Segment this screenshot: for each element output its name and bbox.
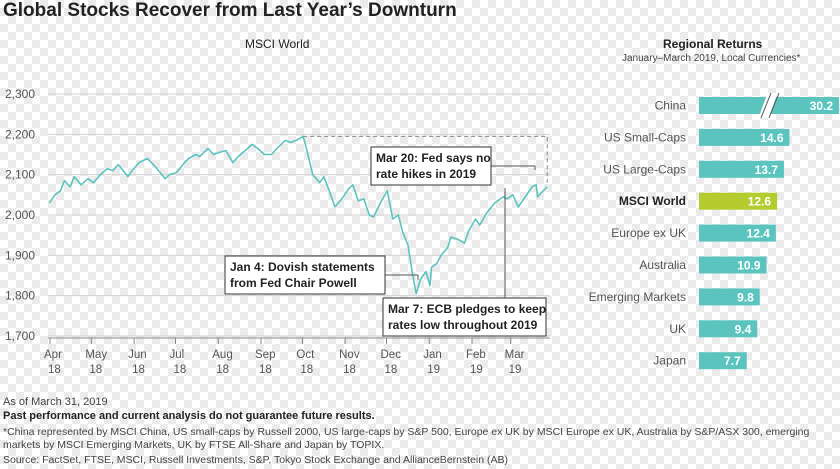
x-tick-year: 19 xyxy=(509,364,522,376)
footer-as-of: As of March 31, 2019 xyxy=(3,396,108,408)
x-tick-month: May xyxy=(85,349,107,361)
bar-category-label: Japan xyxy=(653,354,686,368)
annotation-text: rate hikes in 2019 xyxy=(376,167,476,181)
x-tick-month: Aug xyxy=(212,349,232,361)
annotation-text: from Fed Chair Powell xyxy=(230,276,357,290)
x-tick-month: Nov xyxy=(339,349,360,361)
annotation-text: rates low throughout 2019 xyxy=(388,318,538,332)
bar-category-label: China xyxy=(655,99,687,113)
x-tick-year: 19 xyxy=(470,364,483,376)
x-tick-year: 18 xyxy=(300,364,313,376)
reference-line-dashed xyxy=(303,135,548,183)
x-tick-month: Jun xyxy=(128,349,147,361)
line-chart-series xyxy=(48,135,548,295)
y-tick-label: 1,800 xyxy=(5,289,35,303)
bar-chart-subtitle: January–March 2019, Local Currencies* xyxy=(622,53,801,64)
x-tick-month: Mar xyxy=(505,349,525,361)
annotation-box xyxy=(224,255,386,295)
x-tick-month: Apr xyxy=(44,349,62,361)
annotation-box xyxy=(370,146,492,186)
line-chart-title: MSCI World xyxy=(245,37,310,51)
bar-value-label: 10.9 xyxy=(737,259,761,273)
y-tick-label: 2,200 xyxy=(5,127,35,141)
x-tick-month: Sep xyxy=(255,349,275,361)
bar xyxy=(699,224,776,242)
annotation-text: Mar 20: Fed says no xyxy=(376,151,491,165)
bar xyxy=(699,160,784,178)
x-tick-month: Oct xyxy=(296,349,315,361)
bar-value-label: 13.7 xyxy=(755,163,779,177)
bar-value-label: 7.7 xyxy=(724,354,741,368)
x-tick-month: Feb xyxy=(466,349,486,361)
line-chart-y-ticks: 2,300 2,200 2,100 2,000 1,900 1,800 1,700 xyxy=(5,87,35,343)
footer-source: Source: FactSet, FTSE, MSCI, Russell Inv… xyxy=(3,454,509,466)
footer-note: *China represented by MSCI China, US sma… xyxy=(3,426,810,451)
y-tick-label: 2,100 xyxy=(5,168,35,182)
bar-value-label: 14.6 xyxy=(760,131,784,145)
y-tick-label: 2,300 xyxy=(5,87,35,101)
annotation-text: Mar 7: ECB pledges to keep xyxy=(388,302,546,316)
bar-value-label: 9.8 xyxy=(737,290,754,304)
x-tick-year: 18 xyxy=(174,364,187,376)
bar-category-label: UK xyxy=(669,322,686,336)
bar xyxy=(699,128,790,146)
bar-value-label: 30.2 xyxy=(810,99,834,113)
bar-value-label: 9.4 xyxy=(735,322,752,336)
line-chart-x-ticks: Apr 18 May 18 Jun 18 Jul 18 Aug 18 Sep 18 Oct 18 Nov 18… xyxy=(44,337,550,376)
x-tick-year: 18 xyxy=(48,364,61,376)
bar-category-label: Emerging Markets xyxy=(589,290,686,304)
x-tick-month: Jul xyxy=(170,349,185,361)
bar xyxy=(699,288,760,306)
x-tick-month: Jan xyxy=(423,349,442,361)
bar-value-label: 12.4 xyxy=(747,227,771,241)
x-tick-year: 18 xyxy=(89,364,102,376)
page-title: Global Stocks Recover from Last Year’s D… xyxy=(3,0,457,21)
x-tick-year: 18 xyxy=(343,364,356,376)
x-tick-year: 19 xyxy=(427,364,440,376)
reference-line xyxy=(303,135,548,183)
y-tick-label: 1,900 xyxy=(5,248,35,262)
annotation-text: Jan 4: Dovish statements xyxy=(230,260,375,274)
bar-category-label: US Large-Caps xyxy=(603,162,686,176)
bar-chart-bars: China 30.2 US Small-Caps 14.6 US Large-Caps 1… xyxy=(589,92,839,370)
bar xyxy=(699,320,758,338)
x-tick-year: 18 xyxy=(216,364,229,376)
x-tick-year: 18 xyxy=(259,364,272,376)
line-chart-annotations: Mar 20: Fed says no rate hikes in 2019 Jan… xyxy=(224,146,547,337)
footer-disclaimer: Past performance and current analysis do… xyxy=(3,410,375,422)
bar-category-label: Europe ex UK xyxy=(611,226,686,240)
annotation-leader xyxy=(385,274,419,280)
bar xyxy=(699,352,747,370)
annotation-leader xyxy=(491,165,536,170)
bar xyxy=(699,192,778,210)
bar-category-label: MSCI World xyxy=(619,194,686,208)
x-tick-year: 18 xyxy=(132,364,145,376)
y-tick-label: 1,700 xyxy=(5,329,35,343)
bar-category-label: US Small-Caps xyxy=(604,130,686,144)
bar xyxy=(699,256,767,274)
bar-chart-title: Regional Returns xyxy=(663,37,763,51)
series-line xyxy=(48,135,548,295)
axis-break-mark xyxy=(760,92,772,119)
y-tick-label: 2,000 xyxy=(5,208,35,222)
axis-break-mark xyxy=(768,92,780,119)
x-tick-month: Dec xyxy=(381,349,402,361)
x-tick-year: 18 xyxy=(385,364,398,376)
bar-category-label: Australia xyxy=(639,258,686,272)
annotation-box xyxy=(382,297,547,337)
bar-value-label: 12.6 xyxy=(748,195,772,209)
